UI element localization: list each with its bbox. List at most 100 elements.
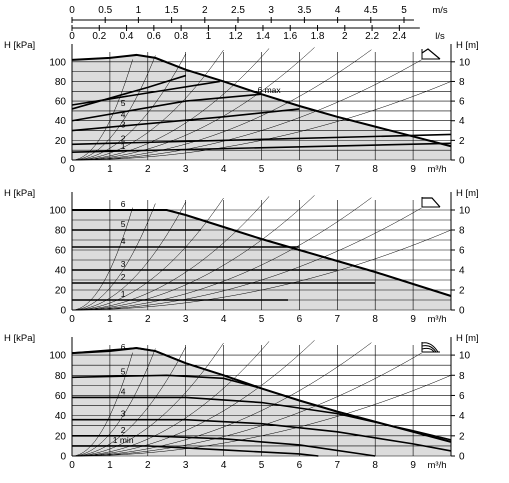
system-curve <box>71 342 372 457</box>
x-tick-label: 2 <box>145 460 151 471</box>
setting-curve-3 <box>72 418 452 452</box>
ls-tick-label: 1.8 <box>311 31 325 42</box>
x-tick-label: 7 <box>335 460 341 471</box>
ms-tick-label: 3 <box>268 5 274 16</box>
ls-tick-label: 0.2 <box>92 31 106 42</box>
x-tick-label: 5 <box>259 460 265 471</box>
system-curve <box>71 348 156 457</box>
y-right-tick-label: 2 <box>459 286 465 297</box>
ls-unit-label: l/s <box>435 31 445 42</box>
system-curve <box>71 55 156 161</box>
x-tick-label: 9 <box>410 460 416 471</box>
constant-curve-icon <box>421 342 439 353</box>
series-label: 6 <box>121 199 126 209</box>
system-curve <box>71 375 452 457</box>
series-label: 5 <box>121 366 126 376</box>
y-left-tick-label: 60 <box>55 246 67 257</box>
y-right-label: H [m] <box>456 333 479 344</box>
ls-tick-label: 0.6 <box>147 31 161 42</box>
y-right-tick-label: 6 <box>459 97 465 108</box>
system-curve <box>71 196 440 311</box>
system-curve <box>71 81 452 161</box>
y-left-label: H [kPa] <box>4 40 35 51</box>
series-label: 3 <box>121 120 126 130</box>
system-curve <box>71 48 270 161</box>
ms-tick-label: 2 <box>202 5 208 16</box>
y-right-label: H [m] <box>456 188 479 199</box>
y-right-tick-label: 6 <box>459 391 465 402</box>
system-curve <box>71 53 186 161</box>
system-curve <box>71 48 440 161</box>
ms-tick-label: 2.5 <box>231 5 245 16</box>
ls-tick-label: 1.2 <box>229 31 243 42</box>
y-right-tick-label: 2 <box>459 136 465 147</box>
series-label: 2 <box>121 133 126 143</box>
x-tick-label: 9 <box>410 164 416 175</box>
x-tick-label: 8 <box>372 314 378 325</box>
system-curve <box>71 197 224 311</box>
ms-tick-label: 3.5 <box>297 5 311 16</box>
y-right-tick-label: 2 <box>459 431 465 442</box>
y-left-tick-label: 20 <box>55 136 67 147</box>
ms-tick-label: 0.5 <box>98 5 112 16</box>
x-tick-label: 5 <box>259 314 265 325</box>
series-label: 6 max <box>258 85 282 95</box>
x-tick-label: 4 <box>221 314 227 325</box>
y-right-tick-label: 6 <box>459 246 465 257</box>
x-tick-label: 9 <box>410 314 416 325</box>
setting-curve-2 <box>72 435 376 457</box>
constant-curve-icon <box>421 347 435 353</box>
y-left-tick-label: 100 <box>49 57 66 68</box>
y-right-label: H [m] <box>456 40 479 51</box>
ms-tick-label: 5 <box>401 5 407 16</box>
y-left-tick-label: 100 <box>49 351 66 362</box>
ls-tick-label: 0.4 <box>120 31 134 42</box>
setting-curve-6 <box>71 347 186 364</box>
y-left-tick-label: 100 <box>49 206 66 217</box>
y-left-tick-label: 60 <box>55 391 67 402</box>
y-right-tick-label: 8 <box>459 226 465 237</box>
y-left-tick-label: 80 <box>55 371 67 382</box>
y-right-tick-label: 4 <box>459 411 465 422</box>
y-right-tick-label: 4 <box>459 266 465 277</box>
constant-curve-icon <box>421 345 437 353</box>
x-tick-label: 2 <box>145 314 151 325</box>
series-label: 1 <box>121 289 126 299</box>
y-left-label: H [kPa] <box>4 188 35 199</box>
y-right-tick-label: 10 <box>459 57 471 68</box>
y-left-tick-label: 0 <box>60 306 66 317</box>
y-right-tick-label: 8 <box>459 371 465 382</box>
system-curve <box>71 341 440 457</box>
setting-curve-6-max <box>71 80 220 106</box>
ms-tick-label: 4.5 <box>364 5 378 16</box>
y-right-tick-label: 0 <box>459 306 465 317</box>
setting-curve-4 <box>71 93 262 122</box>
series-label: 3 <box>121 409 126 419</box>
proportional-pressure-icon <box>421 48 441 60</box>
x-tick-label: 1 <box>107 314 113 325</box>
x-axis-unit: m³/h <box>428 164 447 175</box>
ls-tick-label: 1 <box>206 31 212 42</box>
y-right-tick-label: 0 <box>459 156 465 167</box>
system-curve <box>71 340 315 457</box>
system-curve <box>71 229 452 311</box>
ms-unit-label: m/s <box>432 5 448 16</box>
ms-tick-label: 0 <box>69 5 75 16</box>
system-curve <box>71 352 133 457</box>
y-left-tick-label: 60 <box>55 97 67 108</box>
x-tick-label: 6 <box>297 314 303 325</box>
ls-tick-label: 0 <box>69 31 75 42</box>
y-left-tick-label: 0 <box>60 156 66 167</box>
series-label: 4 <box>121 236 126 246</box>
x-tick-label: 3 <box>183 314 189 325</box>
x-tick-label: 4 <box>221 460 227 471</box>
system-curve <box>71 341 270 457</box>
ls-tick-label: 2 <box>342 31 348 42</box>
x-tick-label: 8 <box>372 164 378 175</box>
setting-curve-2 <box>71 133 452 146</box>
y-left-tick-label: 80 <box>55 77 67 88</box>
system-curve <box>71 197 372 311</box>
